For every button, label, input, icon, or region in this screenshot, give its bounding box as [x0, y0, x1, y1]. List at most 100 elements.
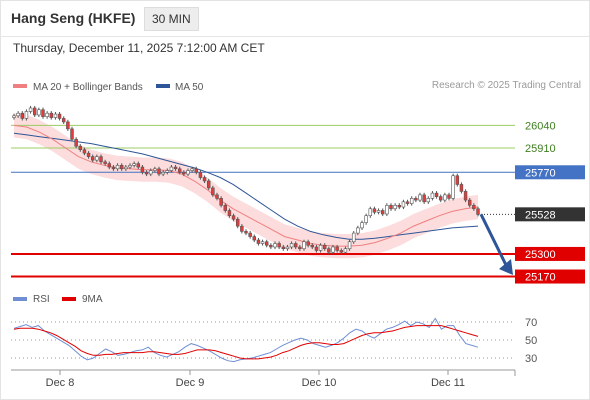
candle	[285, 246, 290, 250]
candle	[277, 243, 281, 248]
candle	[169, 166, 174, 171]
candle	[103, 161, 107, 164]
candle	[194, 168, 199, 173]
candle	[49, 112, 54, 118]
candle	[211, 187, 215, 196]
legend-label-rsi: RSI	[33, 294, 50, 305]
bollinger-band	[14, 113, 478, 259]
candle	[447, 194, 451, 199]
x-tick-label: Dec 10	[302, 377, 337, 389]
level-label-25300: 25300	[525, 249, 556, 261]
candle	[153, 168, 157, 171]
candle	[128, 165, 132, 168]
candle	[467, 199, 472, 206]
candle	[57, 113, 62, 119]
candle	[132, 163, 136, 166]
rsi-tick-70: 70	[525, 317, 537, 329]
header-bar: Hang Seng (HKFE) 30 MIN	[0, 0, 590, 37]
credit-text: Research © 2025 Trading Central	[431, 80, 581, 91]
legend-label-9ma: 9MA	[82, 294, 103, 305]
candle	[293, 243, 298, 248]
level-label-25770: 25770	[525, 167, 556, 179]
candle	[70, 128, 74, 140]
candle	[182, 171, 186, 175]
candle	[74, 138, 78, 147]
rsi-tick-50: 50	[525, 335, 537, 347]
candle	[289, 243, 294, 248]
candle	[45, 112, 49, 117]
candle	[318, 244, 323, 251]
ma20-line	[13, 124, 479, 247]
candle	[443, 194, 447, 201]
candle	[215, 194, 219, 199]
candle	[281, 246, 286, 250]
level-tag-25300	[515, 246, 585, 261]
candle	[32, 107, 37, 116]
legend-label-ma20: MA 20 + Bollinger Bands	[33, 82, 143, 93]
candle	[426, 198, 431, 203]
candle	[219, 198, 223, 206]
timeframe-button[interactable]: 30 MIN	[144, 7, 199, 31]
candle	[455, 175, 460, 185]
candle	[335, 246, 339, 251]
candle	[202, 177, 207, 182]
candle	[231, 215, 236, 220]
candle	[260, 241, 265, 244]
candle	[314, 246, 319, 251]
candle	[41, 109, 45, 117]
chart-datetime: Thursday, December 11, 2025 7:12:00 AM C…	[13, 41, 265, 55]
candle	[124, 166, 128, 170]
candle	[463, 191, 468, 201]
level-label-25528: 25528	[525, 209, 556, 221]
level-label-25910: 25910	[525, 143, 556, 155]
candle	[136, 163, 141, 168]
ma50-line	[13, 132, 479, 240]
candle	[198, 171, 203, 178]
chart-title: Hang Seng (HKFE)	[11, 10, 136, 26]
x-tick-label: Dec 8	[46, 377, 75, 389]
candle	[165, 170, 170, 173]
candle	[107, 163, 112, 168]
candle	[235, 218, 240, 227]
candle	[148, 170, 153, 175]
level-label-26040: 26040	[525, 120, 556, 132]
candle	[264, 241, 269, 246]
candle	[430, 192, 435, 199]
candle	[78, 145, 83, 150]
level-tag-25528	[515, 207, 585, 222]
candle	[343, 248, 348, 253]
candle	[24, 111, 29, 119]
candle	[99, 156, 103, 163]
candle	[61, 118, 66, 123]
candle	[434, 192, 439, 197]
candle	[206, 180, 211, 189]
candle	[90, 156, 95, 161]
candle	[393, 204, 397, 210]
candle	[438, 196, 443, 201]
level-tag-25770	[515, 165, 585, 180]
legend-swatch-9ma	[62, 297, 76, 301]
rsi-tick-30: 30	[525, 353, 537, 365]
candle	[451, 175, 455, 199]
candle	[422, 194, 426, 203]
legend-label-ma50: MA 50	[175, 82, 204, 93]
candle	[414, 198, 418, 201]
candle	[37, 109, 41, 116]
level-tag-25170	[515, 269, 585, 284]
x-tick-label: Dec 11	[431, 377, 465, 389]
candle	[111, 166, 116, 170]
candle	[227, 210, 232, 217]
candle	[190, 168, 194, 171]
candle	[173, 166, 178, 170]
candle	[389, 204, 393, 210]
candle	[12, 115, 16, 118]
candle	[240, 225, 244, 232]
candle	[380, 210, 385, 215]
candle	[82, 149, 87, 154]
candle	[256, 239, 261, 244]
candle	[302, 241, 306, 250]
candle	[347, 241, 352, 250]
candle	[161, 171, 165, 175]
candle	[368, 208, 373, 217]
